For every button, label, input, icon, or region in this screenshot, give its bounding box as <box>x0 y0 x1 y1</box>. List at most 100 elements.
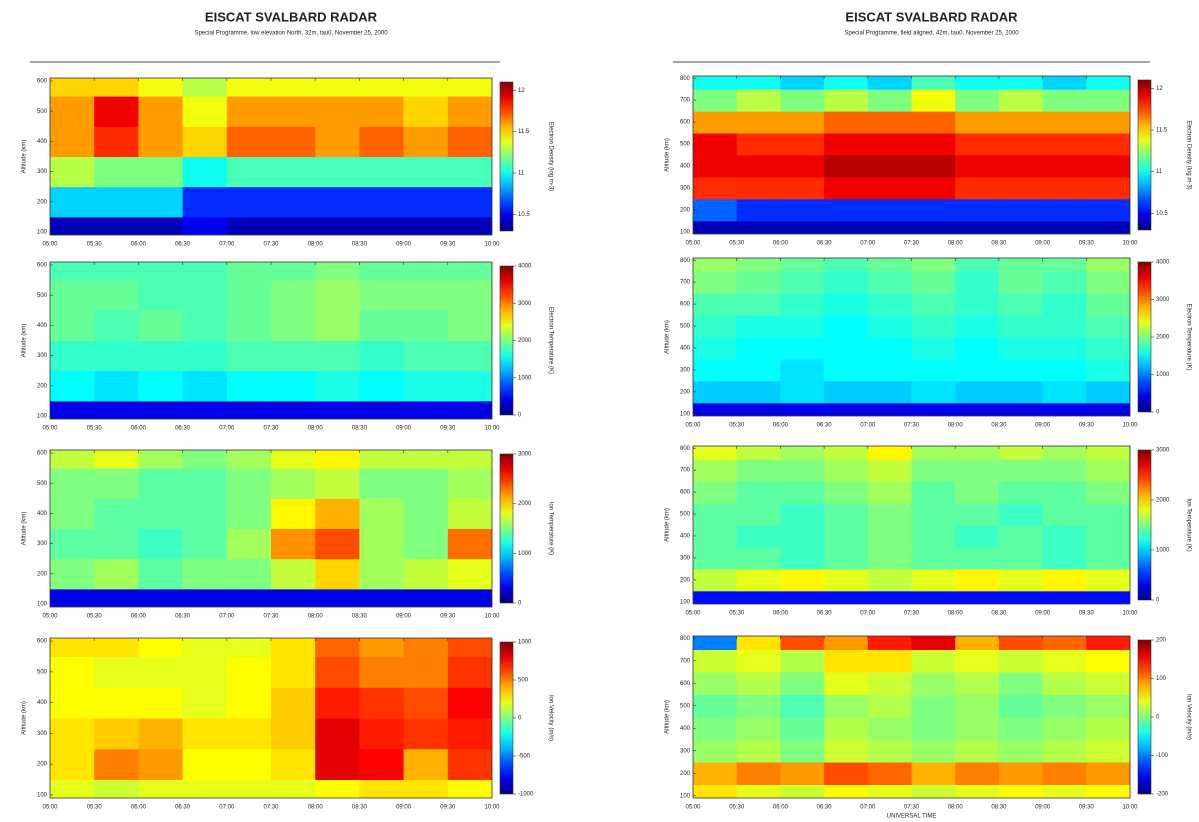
heat-cell <box>867 402 912 416</box>
heat-cell <box>1086 739 1130 763</box>
x-tick-label: 07:30 <box>904 805 920 811</box>
heat-cell <box>138 126 184 157</box>
x-tick-label: 08:00 <box>948 611 964 617</box>
heat-cell <box>1086 155 1130 178</box>
heat-cell <box>359 310 405 341</box>
y-tick-label: 500 <box>680 142 691 148</box>
heat-cell <box>955 739 1000 763</box>
heatmap <box>50 638 492 798</box>
heat-cell <box>867 503 912 526</box>
x-tick-label: 05:00 <box>685 611 701 617</box>
heat-cell <box>403 156 449 188</box>
heat-cell <box>94 498 139 529</box>
heat-cell <box>182 450 228 469</box>
x-tick-label: 10:00 <box>484 614 500 620</box>
x-tick-label: 05:00 <box>685 805 701 811</box>
y-tick-label: 500 <box>37 481 48 487</box>
heat-cell <box>867 459 912 482</box>
heatmap <box>50 262 492 419</box>
heat-cell <box>315 656 360 688</box>
heat-cell <box>447 310 492 341</box>
heat-cell <box>693 636 738 650</box>
heat-cell <box>998 717 1044 740</box>
heat-cell <box>955 784 1000 798</box>
colorbar-tick-label: 1000 <box>1156 372 1170 378</box>
heat-cell <box>50 638 95 657</box>
heat-cell <box>736 546 781 570</box>
heat-cell <box>226 588 272 607</box>
heat-cell <box>1042 402 1087 416</box>
heat-cell <box>50 96 95 127</box>
heat-cell <box>736 258 781 272</box>
x-tick-label: 10:00 <box>1122 805 1138 811</box>
heat-cell <box>403 310 449 341</box>
y-tick-label: 600 <box>680 681 691 687</box>
colorbar-tick-label: 2000 <box>518 338 532 344</box>
heat-cell <box>271 748 316 781</box>
heatmap <box>693 258 1130 416</box>
heat-cell <box>736 459 781 482</box>
heat-cell <box>998 111 1044 134</box>
heat-cell <box>359 558 405 590</box>
heat-cell <box>955 315 1000 338</box>
heat-cell <box>736 155 781 178</box>
x-tick-label: 09:00 <box>396 614 412 620</box>
heat-cell <box>780 111 825 134</box>
heatmap <box>50 450 492 607</box>
colorbar-tick-label: 0 <box>1156 598 1160 604</box>
heat-cell <box>94 779 139 798</box>
heat-cell <box>867 155 912 178</box>
x-tick-label: 06:30 <box>817 805 833 811</box>
heat-cell <box>1086 271 1130 294</box>
heat-cell <box>780 358 825 382</box>
heat-cell <box>447 216 492 235</box>
heat-cell <box>867 337 912 360</box>
heat-cell <box>955 337 1000 360</box>
heat-cell <box>50 78 95 97</box>
heat-cell <box>824 784 869 798</box>
y-tick-label: 700 <box>680 280 691 286</box>
heat-cell <box>94 400 139 419</box>
heat-cell <box>226 718 272 750</box>
heat-cell <box>138 468 184 499</box>
x-tick-label: 08:30 <box>352 242 368 248</box>
heat-cell <box>271 588 316 607</box>
heat-cell <box>1086 568 1130 592</box>
heat-cell <box>182 748 228 781</box>
heat-cell <box>1042 258 1087 272</box>
x-tick-label: 05:30 <box>87 614 103 620</box>
heat-cell <box>182 588 228 607</box>
heat-cell <box>911 358 956 382</box>
heat-cell <box>998 155 1044 178</box>
heat-cell <box>824 111 869 134</box>
heat-cell <box>447 262 492 281</box>
heat-cell <box>736 111 781 134</box>
heat-cell <box>780 315 825 338</box>
x-tick-label: 10:00 <box>484 426 500 432</box>
y-axis-label: Altitude (km) <box>22 512 28 546</box>
y-tick-label: 200 <box>680 389 691 395</box>
y-tick-label: 100 <box>680 793 691 799</box>
colorbar-tick-label: 11 <box>518 171 525 177</box>
heat-cell <box>50 528 95 560</box>
heat-cell <box>911 503 956 526</box>
heat-cell <box>226 468 272 499</box>
heat-cell <box>693 271 738 294</box>
heat-cell <box>998 358 1044 382</box>
heat-cell <box>780 459 825 482</box>
colorbar-label: Electron Density (log m-3) <box>1185 120 1191 189</box>
colorbar-tick-label: 4000 <box>518 264 532 270</box>
heat-cell <box>94 528 139 560</box>
heat-cell <box>955 717 1000 740</box>
y-tick-label: 200 <box>37 571 48 577</box>
colorbar-tick-label: 0 <box>518 716 522 722</box>
x-tick-label: 09:00 <box>396 242 412 248</box>
x-tick-label: 05:00 <box>685 423 701 429</box>
x-tick-label: 06:30 <box>175 805 191 811</box>
colorbar <box>499 81 514 232</box>
heatmap <box>693 446 1130 604</box>
heat-cell <box>50 468 95 499</box>
heat-cell <box>226 262 272 281</box>
heat-cell <box>824 503 869 526</box>
